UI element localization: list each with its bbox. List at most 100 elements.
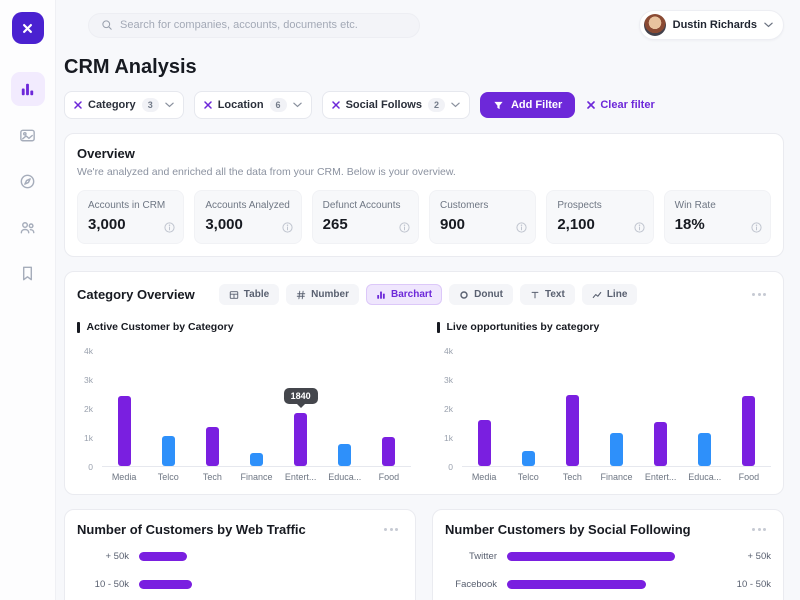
bar-column bbox=[506, 351, 550, 466]
web-traffic-title: Number of Customers by Web Traffic bbox=[77, 522, 306, 537]
more-options-button[interactable] bbox=[379, 523, 403, 536]
x-axis-label: Finance bbox=[600, 472, 633, 482]
bar-column bbox=[102, 351, 146, 466]
category-overview-title: Category Overview bbox=[77, 287, 195, 302]
remove-filter-icon[interactable] bbox=[203, 101, 212, 109]
bar-food[interactable] bbox=[742, 396, 756, 466]
bar-finance[interactable] bbox=[609, 433, 623, 466]
page-title: CRM Analysis bbox=[64, 56, 197, 78]
more-options-button[interactable] bbox=[747, 288, 771, 301]
bar-entert[interactable] bbox=[654, 422, 668, 466]
stat-label: Customers bbox=[439, 200, 489, 211]
add-filter-button[interactable]: Add Filter bbox=[479, 92, 576, 118]
stat-value: 2,100 bbox=[557, 216, 595, 233]
x-axis-label: Telco bbox=[157, 472, 179, 482]
stat-value: 18% bbox=[674, 216, 705, 233]
bar-media[interactable] bbox=[477, 420, 491, 466]
stat-tile-accounts-analyzed: Accounts Analyzed 3,000 bbox=[194, 190, 302, 244]
category-overview-card: Category Overview Table Number Barchart Don… bbox=[64, 271, 784, 495]
category-card-header: Category Overview Table Number Barchart Don… bbox=[77, 284, 771, 305]
bar-tech[interactable] bbox=[205, 427, 219, 466]
hbar-label: Facebook bbox=[455, 579, 497, 590]
view-toggle-number[interactable]: Number bbox=[286, 284, 359, 305]
bar-tech[interactable] bbox=[565, 395, 579, 466]
bar-educa[interactable] bbox=[338, 444, 352, 466]
chevron-down-icon[interactable] bbox=[164, 102, 174, 108]
user-menu[interactable]: Dustin Richards bbox=[638, 10, 784, 40]
filter-chip-social-follows[interactable]: Social Follows 2 bbox=[321, 91, 470, 119]
view-toggle-table[interactable]: Table bbox=[218, 284, 280, 305]
x-axis-label: Entert... bbox=[284, 472, 317, 482]
image-card-icon bbox=[18, 126, 37, 145]
view-toggle-label: Donut bbox=[474, 289, 503, 300]
app-logo[interactable] bbox=[11, 12, 44, 44]
hbar-bar[interactable] bbox=[507, 552, 675, 561]
y-tick-label: 0 bbox=[88, 462, 93, 472]
chart-legend: Active Customer by Category bbox=[77, 321, 411, 333]
info-icon[interactable] bbox=[282, 222, 293, 233]
hbar-bar[interactable] bbox=[507, 580, 646, 589]
hbar-row: 10 - 50k bbox=[77, 579, 403, 590]
view-toggle-donut[interactable]: Donut bbox=[449, 284, 513, 305]
stat-label: Accounts in CRM bbox=[88, 200, 166, 211]
x-axis-label: Tech bbox=[202, 472, 222, 482]
search-input[interactable] bbox=[120, 19, 407, 31]
sidebar-item-image-card[interactable] bbox=[11, 118, 45, 152]
hbar-bar[interactable] bbox=[139, 552, 187, 561]
bar-column bbox=[367, 351, 411, 466]
stat-label: Accounts Analyzed bbox=[205, 200, 290, 211]
chevron-down-icon[interactable] bbox=[292, 102, 302, 108]
bar-finance[interactable] bbox=[249, 453, 263, 466]
bar-column bbox=[323, 351, 367, 466]
view-toggle-line[interactable]: Line bbox=[581, 284, 638, 305]
clear-filter-label: Clear filter bbox=[600, 99, 655, 111]
bar-column bbox=[594, 351, 638, 466]
y-tick-label: 2k bbox=[444, 404, 453, 414]
stat-value: 3,000 bbox=[205, 216, 243, 233]
chart-title: Active Customer by Category bbox=[86, 321, 234, 333]
barchart-icon bbox=[376, 290, 386, 300]
y-tick-label: 0 bbox=[448, 462, 453, 472]
remove-filter-icon[interactable] bbox=[74, 101, 82, 109]
view-toggle-barchart[interactable]: Barchart bbox=[365, 284, 443, 305]
more-options-button[interactable] bbox=[747, 523, 771, 536]
info-icon[interactable] bbox=[634, 222, 645, 233]
info-icon[interactable] bbox=[164, 222, 175, 233]
info-icon[interactable] bbox=[399, 222, 410, 233]
stat-value: 3,000 bbox=[88, 216, 126, 233]
sidebar-item-bookmark[interactable] bbox=[11, 256, 45, 290]
sidebar-item-compass[interactable] bbox=[11, 164, 45, 198]
info-icon[interactable] bbox=[751, 222, 762, 233]
search-bar[interactable] bbox=[88, 12, 420, 38]
bar-telco[interactable] bbox=[521, 451, 535, 466]
info-icon[interactable] bbox=[516, 222, 527, 233]
x-axis-label: Media bbox=[111, 472, 137, 482]
bar-food[interactable] bbox=[382, 437, 396, 466]
bar-media[interactable] bbox=[117, 396, 131, 466]
chevron-down-icon[interactable] bbox=[451, 102, 460, 108]
bar-entert[interactable] bbox=[294, 413, 308, 466]
x-axis-label: Entert... bbox=[644, 472, 677, 482]
x-axis-label: Educa... bbox=[688, 472, 722, 482]
bar-column bbox=[727, 351, 771, 466]
y-tick-label: 2k bbox=[84, 404, 93, 414]
clear-filter-button[interactable]: Clear filter bbox=[587, 99, 655, 111]
sidebar-item-barchart[interactable] bbox=[10, 72, 45, 106]
hbar-bar[interactable] bbox=[139, 580, 192, 589]
remove-filter-icon[interactable] bbox=[331, 101, 340, 109]
chart-title: Live opportunities by category bbox=[446, 321, 600, 333]
bottom-row: Number of Customers by Web Traffic + 50k… bbox=[64, 509, 784, 600]
view-toggle-text[interactable]: Text bbox=[520, 284, 575, 305]
filter-chips: Category 3 Location 6 Social Follows 2 bbox=[64, 91, 470, 119]
filter-chip-category[interactable]: Category 3 bbox=[64, 91, 184, 119]
add-filter-label: Add Filter bbox=[510, 99, 563, 111]
bar-telco[interactable] bbox=[161, 436, 175, 466]
bar-educa[interactable] bbox=[698, 433, 712, 466]
filter-count-badge: 6 bbox=[269, 98, 287, 112]
sidebar-item-people[interactable] bbox=[11, 210, 45, 244]
hbar-value-label: + 50k bbox=[747, 551, 771, 562]
plot bbox=[462, 351, 771, 467]
line-icon bbox=[592, 290, 602, 300]
filter-chip-location[interactable]: Location 6 bbox=[193, 91, 312, 119]
bar-column bbox=[146, 351, 190, 466]
